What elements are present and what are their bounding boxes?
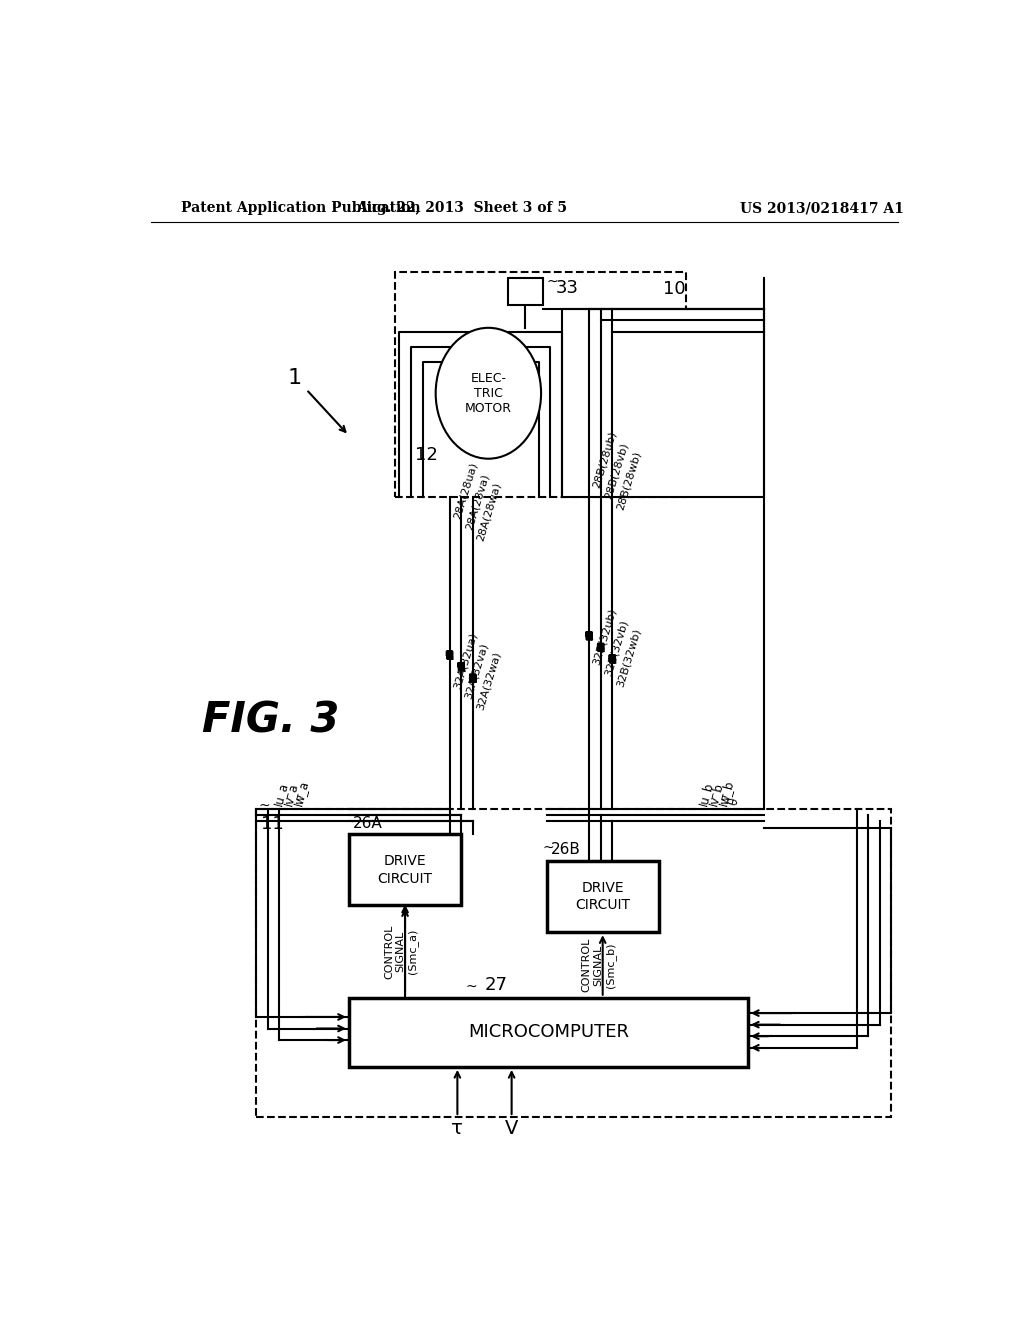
- Text: 32B(32vb): 32B(32vb): [603, 619, 630, 677]
- Text: ELEC-
TRIC
MOTOR: ELEC- TRIC MOTOR: [465, 372, 512, 414]
- Text: 33: 33: [556, 280, 579, 297]
- Text: 28B(28wb): 28B(28wb): [614, 450, 642, 511]
- Text: FIG. 3: FIG. 3: [202, 700, 339, 742]
- Text: Iw_a: Iw_a: [292, 779, 311, 807]
- Text: V: V: [505, 1119, 518, 1138]
- Text: ~: ~: [547, 275, 558, 289]
- Bar: [562, 309, 764, 498]
- Text: Patent Application Publication: Patent Application Publication: [180, 202, 420, 215]
- Text: CONTROL
SIGNAL
(Smc_b): CONTROL SIGNAL (Smc_b): [582, 937, 615, 993]
- Text: 26B: 26B: [550, 842, 581, 857]
- Text: ~: ~: [345, 814, 356, 829]
- Text: 28B(28vb): 28B(28vb): [603, 441, 630, 500]
- Text: 32B(32wb): 32B(32wb): [614, 627, 642, 688]
- Bar: [395, 272, 686, 498]
- Text: 32A(32ua): 32A(32ua): [452, 631, 478, 689]
- Text: DRIVE
CIRCUIT: DRIVE CIRCUIT: [575, 880, 630, 912]
- Text: 28B(28ub): 28B(28ub): [592, 430, 618, 490]
- Text: 28A(28wa): 28A(28wa): [475, 480, 503, 543]
- Bar: [508, 277, 543, 305]
- Text: Iw_b: Iw_b: [716, 777, 735, 807]
- Ellipse shape: [435, 327, 541, 459]
- Text: 10: 10: [664, 280, 686, 298]
- Text: DRIVE
CIRCUIT: DRIVE CIRCUIT: [378, 854, 432, 886]
- Text: CONTROL
SIGNAL
(Smc_a): CONTROL SIGNAL (Smc_a): [384, 924, 418, 978]
- Text: 32A(32wa): 32A(32wa): [475, 651, 503, 711]
- Text: ~: ~: [258, 799, 270, 813]
- Text: MICROCOMPUTER: MICROCOMPUTER: [468, 1023, 629, 1041]
- Text: Iv_b: Iv_b: [707, 780, 725, 807]
- Text: 1: 1: [288, 368, 302, 388]
- Text: 27: 27: [484, 975, 508, 994]
- Bar: [256, 809, 891, 1117]
- Text: US 2013/0218417 A1: US 2013/0218417 A1: [740, 202, 904, 215]
- Bar: [349, 834, 461, 906]
- Text: Iu_a: Iu_a: [271, 780, 290, 807]
- Text: 28A(28va): 28A(28va): [464, 473, 490, 531]
- Text: 32A(32va): 32A(32va): [464, 642, 490, 701]
- Text: Iu_b: Iu_b: [696, 780, 715, 807]
- Text: ~: ~: [465, 979, 477, 994]
- Text: τ: τ: [452, 1119, 463, 1138]
- Text: 32B(32ub): 32B(32ub): [592, 607, 618, 667]
- Text: Iv_a: Iv_a: [282, 780, 300, 807]
- Text: ~: ~: [543, 841, 554, 854]
- Bar: [349, 998, 748, 1067]
- Text: θ: θ: [726, 796, 740, 807]
- Text: 11: 11: [261, 816, 284, 833]
- Text: 12: 12: [415, 446, 438, 463]
- Text: 28A(28ua): 28A(28ua): [452, 461, 479, 520]
- Text: Aug. 22, 2013  Sheet 3 of 5: Aug. 22, 2013 Sheet 3 of 5: [355, 202, 566, 215]
- Text: 26A: 26A: [352, 816, 383, 830]
- Bar: [547, 861, 658, 932]
